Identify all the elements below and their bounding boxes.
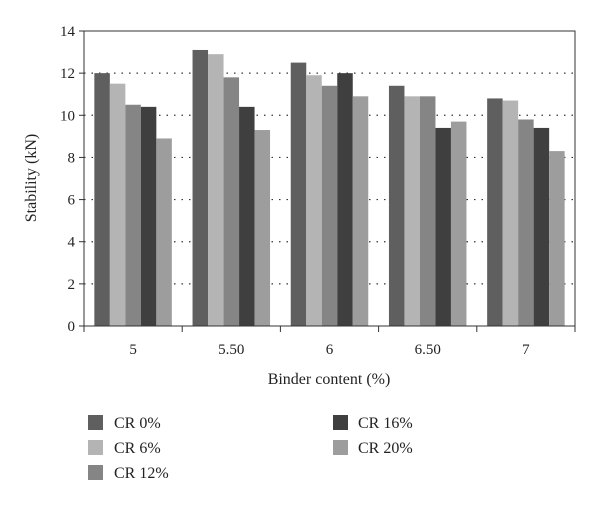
bar-3-1 — [404, 96, 420, 326]
bar-2-3 — [337, 73, 353, 327]
x-tick-label-0: 5 — [129, 342, 137, 358]
bar-2-4 — [352, 96, 369, 326]
legend-label-0: CR 0% — [114, 415, 161, 432]
x-tick-label-2: 6 — [326, 342, 334, 358]
y-tick-label-2: 4 — [68, 235, 76, 251]
bar-1-3 — [239, 106, 255, 326]
bar-2-0 — [290, 62, 307, 326]
x-tick-label-4: 7 — [522, 342, 530, 358]
bar-1-4 — [254, 130, 271, 326]
bar-3-4 — [450, 121, 467, 326]
y-tick-label-6: 12 — [60, 66, 75, 82]
bar-4-2 — [518, 119, 534, 326]
bar-4-0 — [487, 98, 503, 326]
legend-swatch-3 — [333, 415, 348, 430]
bar-3-0 — [388, 85, 405, 327]
x-tick-label-1: 5.50 — [218, 342, 244, 358]
axes — [79, 30, 576, 332]
legend-swatch-2 — [88, 465, 103, 480]
bar-3-2 — [419, 96, 436, 326]
legend-swatch-0 — [88, 415, 103, 430]
bar-1-2 — [223, 77, 240, 326]
bar-4-1 — [502, 100, 519, 327]
bar-1-0 — [192, 49, 209, 326]
tick-labels: 0 2 4 6 8 10 12 14 5 5.50 6 6.50 7 — [60, 24, 530, 358]
bar-2-2 — [321, 85, 338, 327]
bar-4-4 — [549, 151, 565, 326]
legend-label-4: CR 20% — [358, 440, 413, 457]
y-tick-label-5: 10 — [60, 108, 75, 124]
bar-0-0 — [94, 73, 110, 327]
y-axis-title: Stability (kN) — [23, 134, 40, 222]
y-tick-label-1: 2 — [68, 277, 76, 293]
y-tick-label-7: 14 — [60, 24, 76, 40]
bar-0-2 — [125, 104, 141, 326]
legend-label-3: CR 16% — [358, 415, 413, 432]
y-tick-label-0: 0 — [68, 319, 76, 335]
legend: CR 0% CR 6% CR 12% CR 16% CR 20% — [88, 415, 413, 482]
legend-label-1: CR 6% — [114, 440, 161, 457]
bar-0-1 — [109, 83, 126, 326]
bar-0-4 — [156, 138, 172, 326]
legend-swatch-1 — [88, 440, 103, 455]
legend-swatch-4 — [333, 440, 348, 455]
plot-frame — [83, 30, 576, 327]
bar-4-3 — [533, 127, 550, 326]
bar-2-1 — [306, 75, 322, 326]
legend-label-2: CR 12% — [114, 465, 169, 482]
bar-1-1 — [208, 54, 224, 327]
x-tick-label-3: 6.50 — [415, 342, 441, 358]
y-tick-label-3: 6 — [68, 193, 76, 209]
bars — [94, 49, 565, 327]
bar-3-3 — [435, 127, 451, 326]
bar-0-3 — [140, 106, 157, 326]
y-tick-label-4: 8 — [68, 150, 76, 166]
x-axis-title: Binder content (%) — [268, 371, 391, 388]
